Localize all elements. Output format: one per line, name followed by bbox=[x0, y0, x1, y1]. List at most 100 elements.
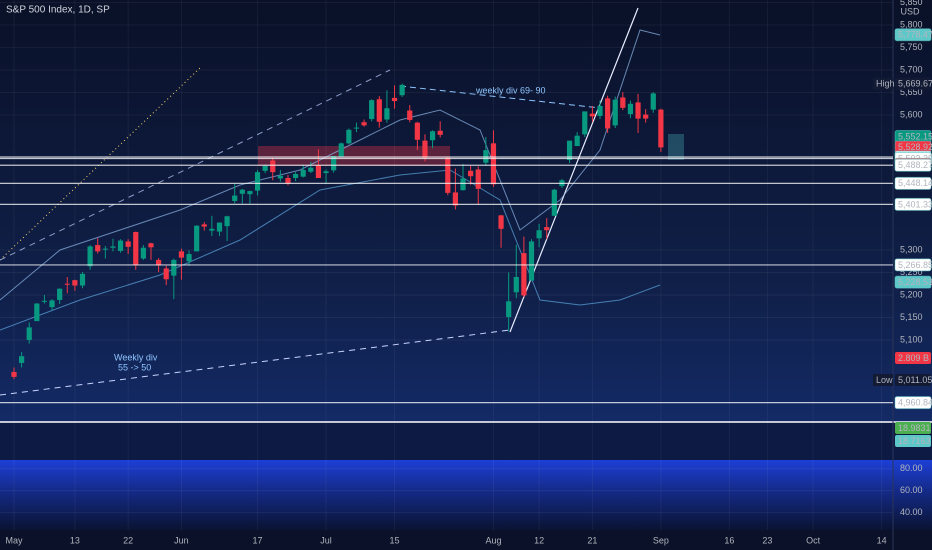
candle-body bbox=[620, 97, 626, 108]
x-tick-label: Sep bbox=[653, 535, 669, 545]
price-badge-label: 4,960.84 bbox=[898, 397, 932, 407]
candle-body bbox=[178, 251, 185, 258]
x-tick-label: Jun bbox=[174, 535, 189, 545]
candle-body bbox=[384, 108, 390, 120]
candle-body bbox=[216, 222, 223, 232]
badge-tag: Low bbox=[876, 375, 893, 385]
y-tick-label: 5,200 bbox=[900, 289, 923, 299]
lower-tick-label: 80.00 bbox=[900, 463, 923, 473]
candle-body bbox=[582, 111, 588, 135]
candle-body bbox=[475, 169, 481, 189]
price-badge bbox=[895, 77, 931, 90]
price-badge-label: 5,401.33 bbox=[898, 199, 932, 209]
oscillator-badge bbox=[895, 422, 931, 434]
candle-body bbox=[353, 127, 360, 129]
candle-body bbox=[597, 106, 603, 116]
candle-body bbox=[247, 191, 253, 195]
price-badge bbox=[894, 176, 932, 190]
candle-body bbox=[437, 130, 443, 135]
candle-body bbox=[399, 84, 405, 96]
price-badge-label: 5,488.27 bbox=[898, 160, 932, 170]
candle-body bbox=[528, 241, 535, 281]
price-badge-label: 5,228.53 bbox=[898, 277, 932, 287]
candle-body bbox=[148, 243, 154, 248]
candle-body bbox=[79, 273, 86, 286]
candle-body bbox=[117, 240, 124, 251]
lower-pane bbox=[0, 460, 932, 530]
price-badge-label: 5,669.67 bbox=[898, 79, 932, 89]
candle-body bbox=[270, 160, 276, 173]
candle-body bbox=[658, 109, 664, 148]
candle-body bbox=[239, 189, 245, 194]
candle-body bbox=[285, 178, 291, 184]
time-axis bbox=[0, 530, 932, 550]
candle-body bbox=[521, 253, 527, 296]
divergence-line bbox=[0, 329, 511, 396]
candle-body bbox=[232, 195, 238, 201]
y-tick-label: 5,600 bbox=[900, 109, 923, 119]
price-badge-label: 5,266.85 bbox=[898, 260, 932, 270]
candle-body bbox=[163, 268, 169, 280]
volume-badge-label: 2.809 B bbox=[898, 353, 929, 363]
candle-body bbox=[346, 129, 352, 144]
candle-body bbox=[72, 280, 78, 286]
candle-body bbox=[605, 98, 611, 129]
candle-body bbox=[338, 143, 344, 157]
oscillator-badge-label: 18.7163 bbox=[898, 436, 931, 446]
band-line bbox=[0, 169, 661, 331]
price-badge bbox=[894, 197, 932, 211]
price-badge bbox=[895, 374, 931, 387]
candle-body bbox=[155, 259, 162, 266]
price-badge-label: 5,448.14 bbox=[898, 178, 932, 188]
y-tick-label: 5,850 bbox=[900, 0, 923, 7]
candle-body bbox=[64, 283, 70, 285]
candle-body bbox=[95, 245, 101, 252]
candle-body bbox=[11, 371, 17, 377]
candle-body bbox=[498, 215, 504, 229]
price-badge-label: 5,552.15 bbox=[898, 131, 932, 141]
candle-body bbox=[506, 301, 512, 318]
candle-body bbox=[361, 122, 367, 126]
candle-body bbox=[589, 113, 595, 117]
candle-body bbox=[300, 169, 306, 177]
candle-body bbox=[87, 246, 93, 267]
candle-body bbox=[627, 103, 634, 115]
candle-body bbox=[292, 173, 299, 179]
candle-body bbox=[566, 140, 573, 161]
x-tick-label: 12 bbox=[534, 535, 544, 545]
annotation: 55 -> 50 bbox=[118, 362, 151, 372]
candle-body bbox=[201, 224, 207, 227]
candle-body bbox=[254, 172, 261, 191]
candle-body bbox=[574, 135, 580, 147]
candle-body bbox=[323, 171, 329, 174]
y-tick-label: 5,650 bbox=[900, 87, 923, 97]
candle-body bbox=[414, 122, 420, 140]
x-tick-label: 13 bbox=[70, 535, 80, 545]
candle-body bbox=[445, 157, 451, 193]
x-tick-label: 15 bbox=[390, 535, 400, 545]
x-tick-label: 23 bbox=[762, 535, 772, 545]
divergence-line bbox=[399, 85, 601, 109]
candle-body bbox=[544, 227, 550, 231]
price-badge bbox=[894, 28, 932, 42]
y-tick-label: 5,150 bbox=[900, 312, 923, 322]
band-line bbox=[0, 29, 661, 301]
candle-body bbox=[171, 259, 177, 276]
candle-body bbox=[110, 246, 116, 248]
badge-tag-bg bbox=[873, 374, 893, 387]
candle-body bbox=[308, 167, 314, 172]
lower-tick-label: 40.00 bbox=[900, 507, 923, 517]
candle-body bbox=[422, 140, 428, 158]
candle-body bbox=[551, 189, 557, 216]
volume-badge bbox=[895, 352, 931, 364]
candle-body bbox=[490, 143, 497, 185]
candle-body bbox=[140, 247, 146, 259]
candle-body bbox=[407, 110, 413, 120]
candle-body bbox=[513, 277, 519, 293]
main-pane bbox=[0, 0, 932, 422]
oscillator-pane bbox=[0, 422, 932, 460]
candle-body bbox=[133, 232, 139, 265]
candle-body bbox=[26, 327, 32, 340]
